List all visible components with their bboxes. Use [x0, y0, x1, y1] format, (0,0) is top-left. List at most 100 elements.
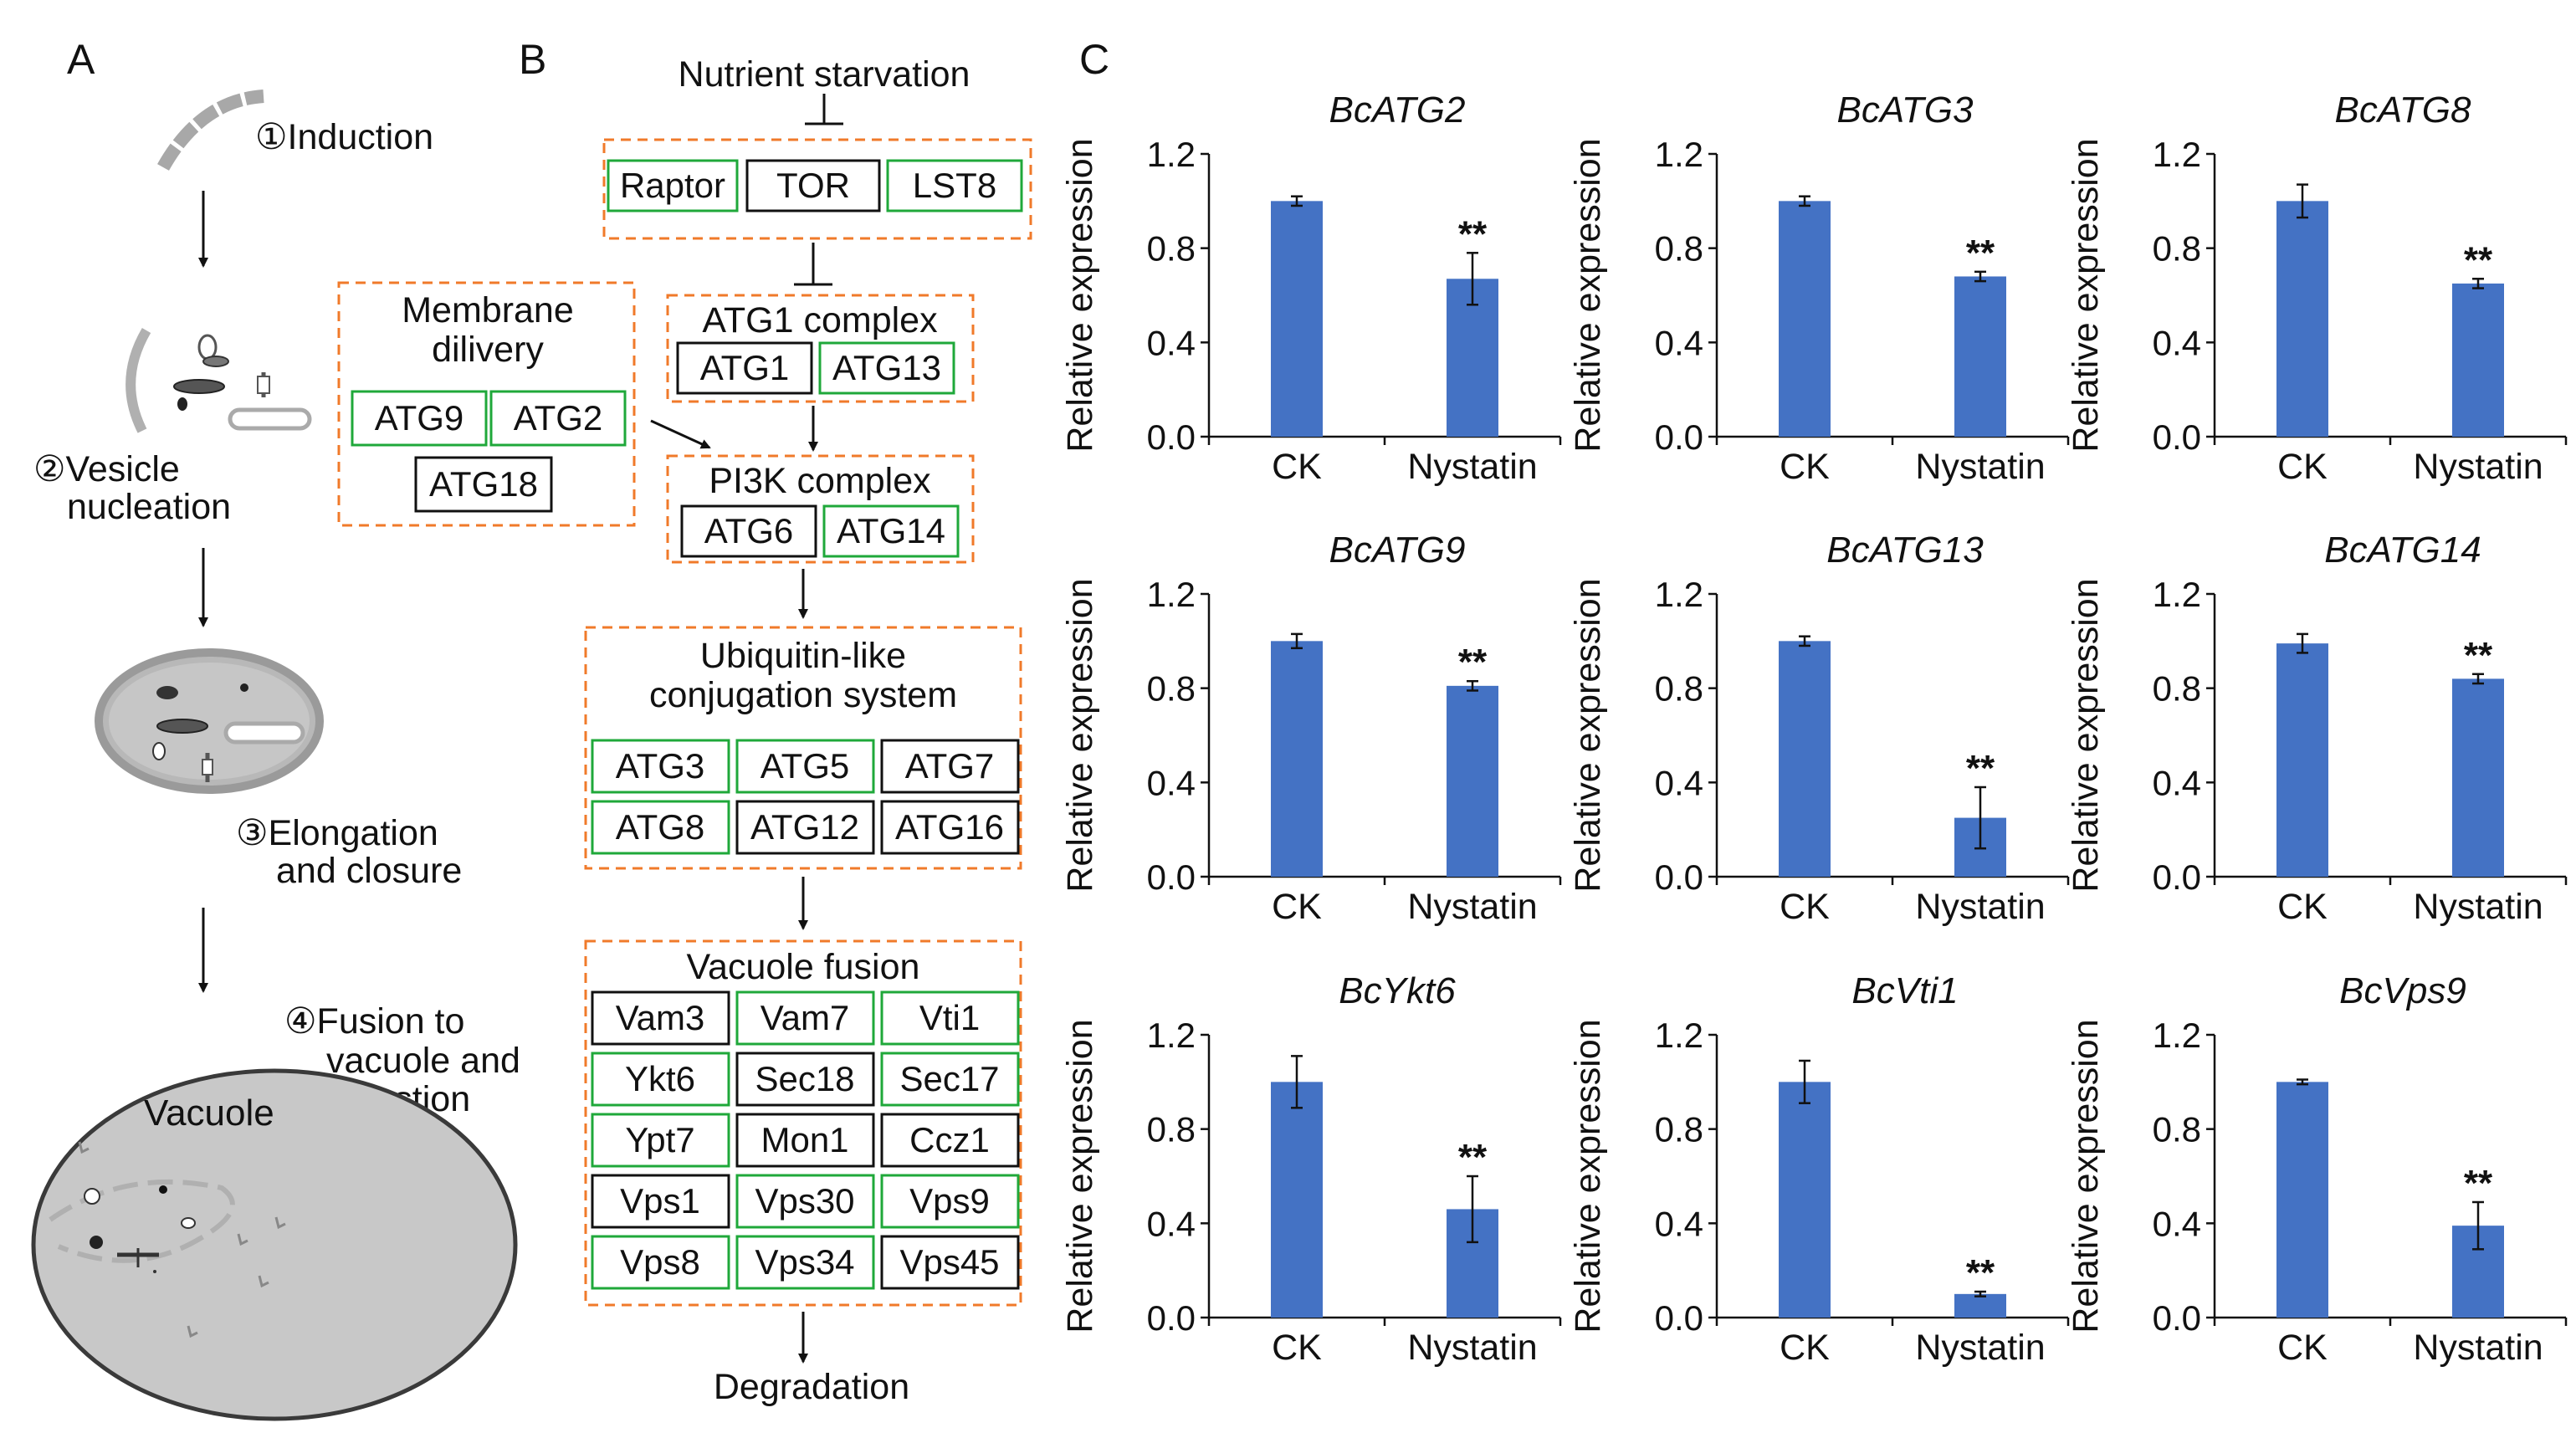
bar-chart: BcATG8 Relative expression 0.0 0.4 0.8 1.2 CK *… [2066, 90, 2568, 487]
y-tick-label: 0.4 [1655, 1204, 1703, 1243]
bar-chart: BcVps9 Relative expression 0.0 0.4 0.8 1.2 CK *… [2066, 970, 2568, 1368]
gene-atg14: ATG14 [837, 511, 945, 550]
bar-chart: BcATG13 Relative expression 0.0 0.4 0.8 1.2 CK… [1568, 530, 2070, 927]
y-axis-label: Relative expression [1568, 1019, 1608, 1333]
chart-title: BcYkt6 [1339, 970, 1456, 1011]
chart-title: BcATG9 [1329, 530, 1465, 571]
bar [1447, 685, 1498, 877]
y-axis-label: Relative expression [1060, 578, 1100, 892]
atg1-complex-box [666, 294, 975, 403]
significance-label: ** [1966, 748, 1995, 789]
significance-label: ** [2464, 239, 2493, 280]
x-tick-label: CK [1780, 447, 1830, 487]
x-tick-label: Nystatin [2413, 447, 2543, 487]
bar [1271, 201, 1323, 438]
x-tick-label: CK [1272, 887, 1322, 927]
gene-label: Vps30 [755, 1181, 854, 1221]
vacuole-label: Vacuole [144, 1093, 274, 1134]
chart-title: BcATG2 [1329, 90, 1465, 131]
x-tick-label: CK [1272, 447, 1322, 487]
significance-label: ** [2464, 635, 2493, 676]
x-tick-label: CK [1780, 1328, 1830, 1368]
step-nucleation: nucleation [67, 487, 231, 527]
significance-label: ** [1458, 642, 1488, 683]
y-tick-label: 0.8 [2153, 1110, 2201, 1149]
bar-chart: BcATG14 Relative expression 0.0 0.4 0.8 1.2 CK… [2066, 530, 2568, 927]
step-vacuole-and: vacuole and [326, 1041, 520, 1081]
gene-box [591, 1052, 730, 1107]
y-tick-label: 1.2 [2153, 135, 2201, 174]
gene-box [591, 1113, 730, 1168]
vacuole-fusion-box [584, 939, 1022, 1307]
gene-box [880, 1113, 1020, 1168]
membrane-title-1: Membrane [402, 290, 574, 330]
bar [2276, 643, 2328, 877]
gene-atg3: ATG3 [616, 746, 705, 786]
ubiquitin-title-1: Ubiquitin-like [700, 636, 906, 676]
gene-box [591, 1235, 730, 1290]
gene-atg18: ATG18 [429, 464, 538, 504]
gene-box [880, 1052, 1020, 1107]
gene-box [880, 1235, 1020, 1290]
gene-label: Ykt6 [625, 1059, 695, 1098]
y-tick-label: 0.4 [1147, 323, 1196, 362]
y-tick-label: 0.4 [1655, 763, 1703, 802]
y-tick-label: 1.2 [1147, 1016, 1196, 1055]
gene-box [880, 990, 1020, 1046]
gene-atg13: ATG13 [832, 348, 941, 387]
x-tick-label: CK [2277, 447, 2328, 487]
y-tick-label: 0.0 [1655, 1298, 1703, 1338]
phagophore-arc [157, 90, 264, 171]
chart-title: BcVps9 [2339, 970, 2466, 1011]
y-tick-label: 0.8 [1147, 229, 1196, 269]
gene-label: Ccz1 [909, 1120, 990, 1159]
x-tick-label: CK [1780, 887, 1830, 927]
chart-title: BcVti1 [1851, 970, 1958, 1011]
y-tick-label: 1.2 [1655, 135, 1703, 174]
panel-label-a: A [67, 36, 95, 83]
bar [1271, 641, 1323, 877]
bar-chart: BcVti1 Relative expression 0.0 0.4 0.8 1.2 CK *… [1568, 970, 2070, 1368]
bar [2276, 201, 2328, 438]
significance-label: ** [1458, 213, 1488, 254]
gene-box [735, 1174, 875, 1229]
gene-atg16: ATG16 [895, 807, 1004, 847]
bar-chart: BcYkt6 Relative expression 0.0 0.4 0.8 1.2 CK *… [1060, 970, 1562, 1368]
chart-title: BcATG13 [1826, 530, 1984, 571]
y-tick-label: 0.4 [2153, 763, 2201, 802]
gene-box [735, 1113, 875, 1168]
gene-raptor: Raptor [620, 166, 725, 205]
bar-chart: BcATG3 Relative expression 0.0 0.4 0.8 1.2 CK *… [1568, 90, 2070, 487]
y-axis-label: Relative expression [1060, 1019, 1100, 1333]
arrow-membrane [650, 419, 711, 449]
y-axis-label: Relative expression [1568, 578, 1608, 892]
pi3k-complex-box [666, 454, 975, 564]
step-fusion: ④Fusion to [284, 1001, 464, 1041]
gene-atg7: ATG7 [905, 746, 995, 786]
y-tick-label: 0.4 [1147, 1204, 1196, 1243]
nutrient-starvation: Nutrient starvation [679, 54, 970, 95]
x-tick-label: Nystatin [1407, 447, 1537, 487]
x-tick-label: Nystatin [2413, 887, 2543, 927]
y-tick-label: 0.8 [1147, 669, 1196, 709]
significance-label: ** [1966, 233, 1995, 274]
gene-label: Vps45 [899, 1242, 999, 1282]
y-tick-label: 0.0 [1655, 857, 1703, 897]
y-tick-label: 0.0 [1147, 1298, 1196, 1338]
y-tick-label: 0.4 [1147, 763, 1196, 802]
gene-atg8: ATG8 [616, 807, 705, 847]
bar [1779, 1082, 1831, 1318]
x-tick-label: CK [2277, 887, 2328, 927]
vacuole-fusion-genes: Vam3 Vam7 Vti1 Ykt6 Sec18 Sec17 Ypt7 Mon1 Ccz1 Vp… [591, 990, 1020, 1290]
y-axis-label: Relative expression [2066, 138, 2106, 452]
gene-atg6: ATG6 [704, 511, 794, 550]
gene-atg9: ATG9 [375, 398, 464, 438]
y-tick-label: 1.2 [1655, 575, 1703, 614]
bar [1954, 1293, 2006, 1318]
bar [2452, 283, 2504, 437]
gene-atg12: ATG12 [750, 807, 859, 847]
ubiquitin-box [584, 626, 1022, 870]
x-tick-label: Nystatin [1915, 1328, 2045, 1368]
x-tick-label: Nystatin [2413, 1328, 2543, 1368]
